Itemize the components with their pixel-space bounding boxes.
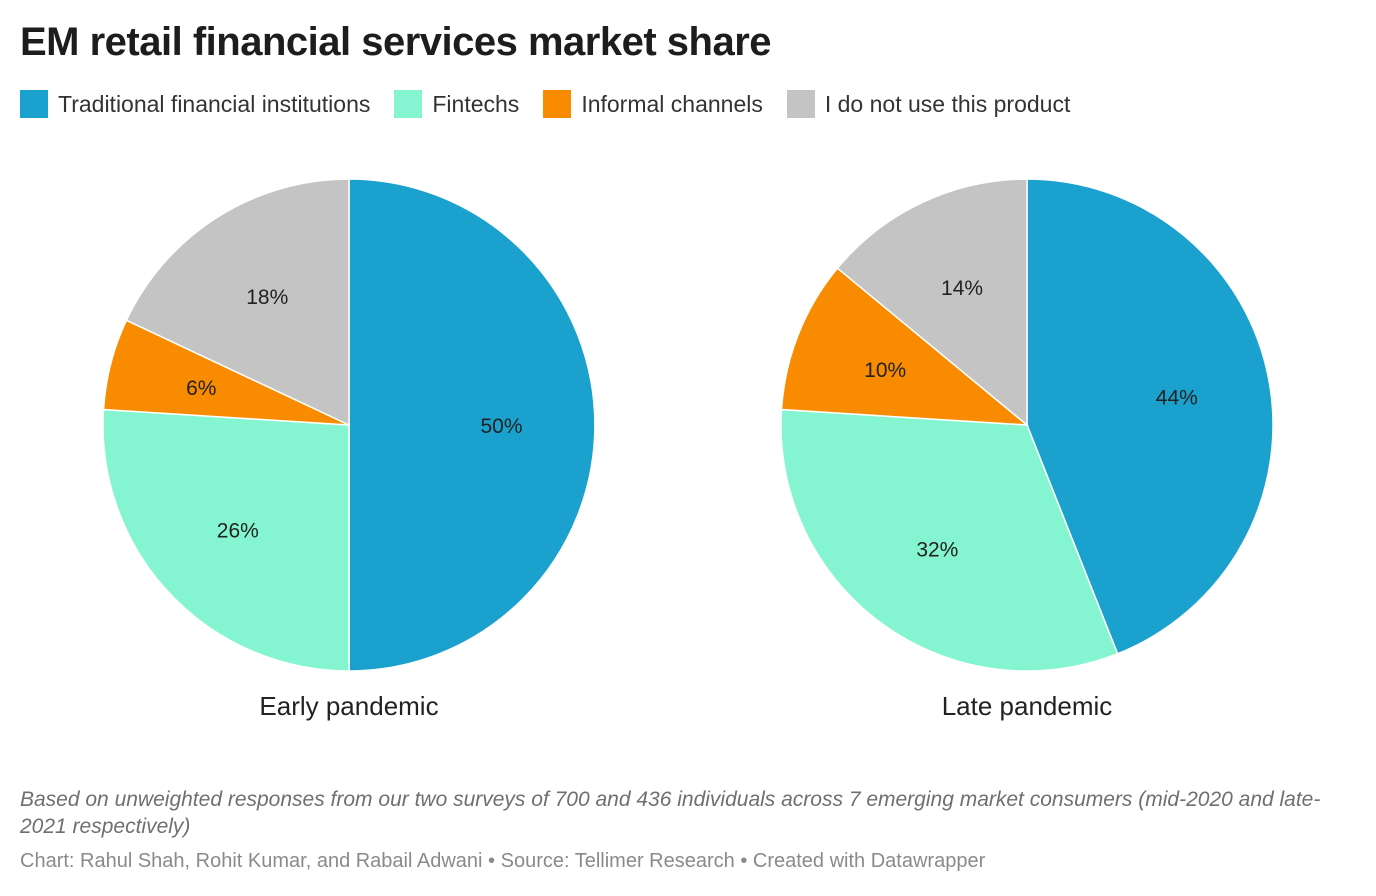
legend-swatch-fintechs: [394, 90, 423, 118]
legend-swatch-informal: [543, 90, 572, 118]
legend-swatch-traditional: [20, 90, 48, 118]
pie-charts: 50% 26% 6% 18% 44% 32% 10% 14%: [102, 178, 1274, 672]
pie-label-late-informal: 10%: [864, 359, 906, 382]
pie-title-early-pandemic: Early pandemic: [259, 691, 439, 721]
legend-item-fintechs: Fintechs: [394, 90, 519, 118]
pie-label-early-traditional: 50%: [481, 415, 523, 438]
chart-notes: Based on unweighted responses from our t…: [20, 788, 1321, 838]
legend-label-informal: Informal channels: [581, 90, 763, 117]
pie-slice-late-traditional: [1026, 178, 1274, 655]
pie-label-late-traditional: 44%: [1156, 386, 1198, 409]
pie-label-early-fintechs: 26%: [217, 519, 259, 542]
pie-label-early-informal: 6%: [186, 377, 216, 400]
pie-label-early-not-used: 18%: [246, 286, 288, 309]
legend-item-informal: Informal channels: [543, 90, 763, 118]
legend-label-traditional: Traditional financial institutions: [58, 90, 371, 117]
legend-item-traditional: Traditional financial institutions: [20, 90, 370, 118]
legend-item-not-used: I do not use this product: [786, 90, 1071, 118]
pie-slice-early-not-used: [125, 178, 350, 427]
pie-slice-early-traditional: [348, 178, 596, 672]
pie-slice-late-fintechs: [780, 408, 1119, 672]
pie-label-late-not-used: 14%: [941, 277, 983, 300]
pie-slice-late-not-used: [836, 178, 1028, 427]
pie-title-late-pandemic: Late pandemic: [941, 691, 1113, 721]
legend-label-not-used: I do not use this product: [824, 90, 1071, 117]
pie-label-late-fintechs: 32%: [916, 538, 958, 561]
legend-swatch-not-used: [786, 90, 815, 118]
pie-slice-early-fintechs: [102, 408, 350, 672]
chart-byline: Chart: Rahul Shah, Rohit Kumar, and Raba…: [20, 850, 986, 872]
legend: Traditional financial institutions Finte…: [20, 88, 1094, 120]
pie-slice-late-informal: [780, 267, 1030, 426]
chart-title: EM retail financial services market shar…: [20, 20, 772, 64]
legend-label-fintechs: Fintechs: [432, 90, 520, 117]
